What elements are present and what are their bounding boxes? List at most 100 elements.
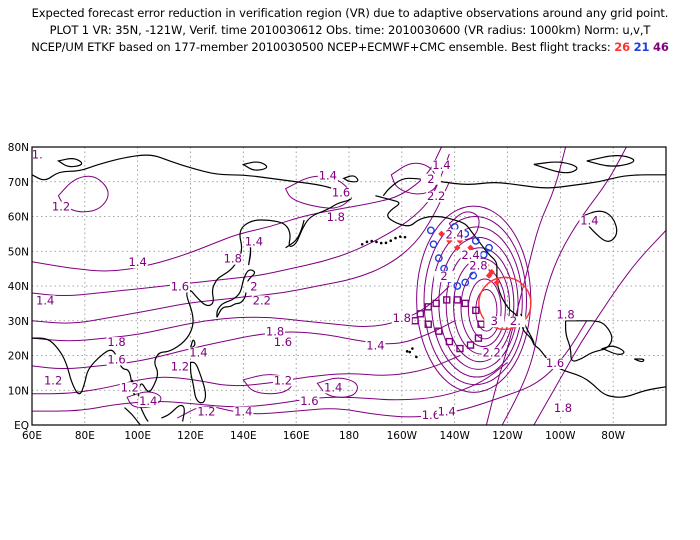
contour-label: 1.8 [554, 401, 572, 415]
contour-label-bg [444, 229, 465, 241]
contour-label-bg [27, 149, 48, 161]
track-marker-purple [472, 306, 480, 315]
contour-label: 2 [440, 269, 447, 283]
coastline [533, 161, 578, 174]
track-marker-purple [474, 334, 483, 342]
island [365, 240, 369, 244]
contour-label-bg [196, 406, 217, 418]
contour-label: 1.2 [274, 373, 292, 387]
contour-label-bg [243, 236, 264, 248]
contour-label: 1.2 [197, 405, 215, 419]
contour-label: 1.4 [580, 213, 598, 227]
track-marker-purple [466, 341, 475, 349]
contour-label: 2.4 [446, 227, 464, 241]
lon-tick-label: 80E [75, 430, 95, 442]
verification-region-circle [478, 276, 532, 331]
contour-label-bg [325, 211, 346, 223]
contour-label: 1.4 [324, 380, 342, 394]
track-label-purple: 46 [652, 40, 669, 54]
coastlines [32, 154, 666, 425]
contour-label: 1.4 [234, 405, 252, 419]
contour-label-bg [481, 347, 502, 359]
contour-line [32, 355, 461, 395]
contour-label-bg [468, 260, 489, 272]
track-marker-purple [443, 296, 451, 304]
lon-tick-label: 160E [283, 430, 310, 442]
lon-tick-label: 140E [230, 430, 257, 442]
contour-label: 2.2 [427, 189, 445, 203]
track-marker-purple [432, 299, 440, 308]
contour-label-bg [323, 382, 344, 394]
contour-line [57, 175, 109, 213]
contour-label-bg [436, 406, 457, 418]
contour-label-bg [265, 326, 286, 338]
coastline [342, 175, 359, 183]
contour-line [177, 320, 588, 419]
island [370, 239, 374, 243]
lat-tick-label: 30N [8, 316, 29, 328]
island [379, 241, 383, 245]
title-line-2: PLOT 1 VR: 35N, -121W, Verif. time 20100… [49, 23, 651, 37]
contour-label: 1. [32, 147, 43, 161]
contour-label: 3 [491, 314, 498, 328]
contour-line [316, 377, 358, 398]
lat-tick-label: 20N [8, 351, 29, 363]
contour-label: 1.8 [224, 252, 242, 266]
island [389, 239, 393, 243]
track-marker-purple [445, 337, 454, 346]
track-marker-blue [471, 236, 480, 245]
contour-label: 1.4 [432, 158, 450, 172]
coastline [161, 404, 185, 422]
contour-label: 1.6 [546, 356, 564, 370]
contour-label: 1.4 [245, 234, 263, 248]
track-marker-blue [485, 243, 493, 252]
contour-labels: 1.41.61.81.21.41.41.81.6 22.21.41.81.6 1.2… [27, 147, 600, 422]
contour-label-bg [579, 215, 600, 227]
contour-line [32, 362, 508, 412]
contour-label: 2.2 [253, 293, 271, 307]
contour-label-bg [299, 396, 320, 408]
contour-ring [453, 257, 511, 355]
coastline [375, 195, 666, 398]
contour-label-bg [106, 354, 127, 366]
contour-label: 1.8 [327, 210, 345, 224]
contour-label: 1.2 [44, 373, 62, 387]
contour-label: 1.2 [52, 200, 70, 214]
lon-tick-label: 180 [339, 430, 359, 442]
title-line-1: Expected forecast error reduction in ver… [31, 6, 669, 20]
contour-label-bg [43, 375, 64, 387]
contour-label-bg [431, 159, 452, 171]
contour-label-bg [106, 337, 127, 349]
contour-label: 1.6 [274, 335, 292, 349]
contour-label-bg [169, 281, 190, 293]
island [408, 350, 412, 354]
coastline [32, 154, 352, 422]
coastline [241, 161, 268, 171]
contour-label-bg [138, 396, 159, 408]
contour-label: 2.4 [461, 248, 479, 262]
contour-line [533, 230, 666, 425]
contour-ring [430, 226, 523, 378]
contour-ring [445, 247, 515, 363]
contour-ring [467, 278, 502, 340]
island [415, 355, 418, 359]
lon-tick-label: 160W [387, 430, 418, 442]
lon-tick-label: 60E [22, 430, 42, 442]
contour-label-bg [331, 187, 352, 199]
contour-line [126, 391, 162, 409]
track-label-blue: 21 [633, 40, 650, 54]
coastline [189, 339, 196, 350]
lat-tick-label: 50N [8, 246, 29, 258]
contour-label: 2 [427, 172, 434, 186]
track-marker-blue [469, 271, 478, 280]
axis-labels: 60E 80E 100E 120E 140E 160E 180 160W 140W 120W 100… [8, 142, 626, 442]
lat-tick-label: 40N [8, 281, 29, 293]
coastline [586, 155, 635, 167]
coastline [634, 358, 645, 363]
contour-label: 2.2 [483, 346, 501, 360]
contour-label-bg [243, 281, 264, 293]
lon-tick-label: 100W [545, 430, 576, 442]
contour-label: 2 [250, 279, 257, 293]
track-marker-red [485, 272, 493, 279]
contour-label: 1.8 [107, 335, 125, 349]
